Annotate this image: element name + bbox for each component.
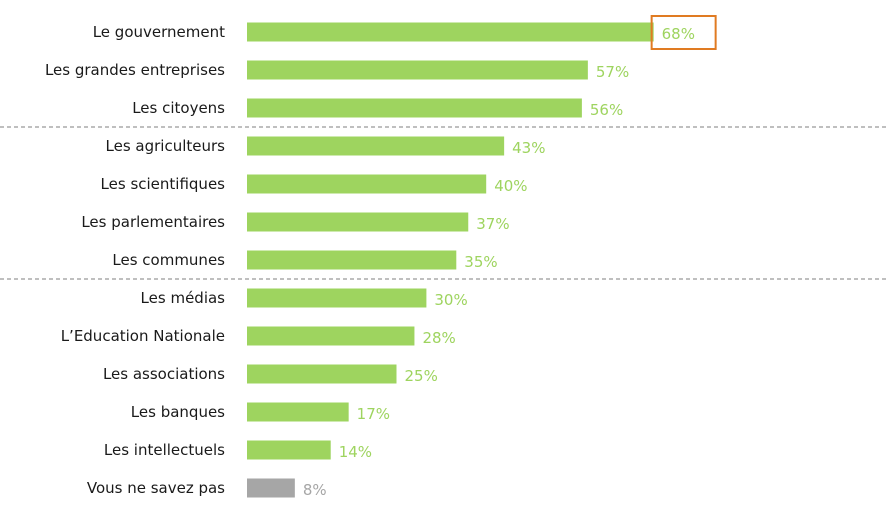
value-label-les-agriculteurs: 43% [512,139,545,157]
bar-l-education-nationale [247,326,415,346]
category-label-l-education-nationale: L’Education Nationale [61,327,225,345]
bar-le-gouvernement [247,22,654,42]
value-label-les-banques: 17% [357,405,390,423]
value-label-vous-ne-savez-pas: 8% [303,481,327,499]
value-label-les-medias: 30% [434,291,467,309]
bar-les-intellectuels [247,440,331,460]
value-labels: 68% 57% 56% 43% 40% 37% 35% 30% 28% 25% 17% 14% 8% [303,15,717,499]
bar-les-communes [247,250,457,270]
category-label-les-medias: Les médias [141,289,226,307]
bar-les-parlementaires [247,212,469,232]
bar-les-associations [247,364,397,384]
bars [247,22,654,498]
value-label-les-associations: 25% [405,367,438,385]
value-label-les-intellectuels: 14% [339,443,372,461]
category-label-le-gouvernement: Le gouvernement [93,23,225,41]
bar-les-citoyens [247,98,582,118]
category-label-les-agriculteurs: Les agriculteurs [106,137,226,155]
category-label-les-intellectuels: Les intellectuels [104,441,225,459]
highlight-box [650,15,717,50]
bar-les-grandes-entreprises [247,60,588,80]
category-label-les-parlementaires: Les parlementaires [81,213,225,231]
category-label-les-associations: Les associations [103,365,225,383]
category-label-les-grandes-entreprises: Les grandes entreprises [45,61,225,79]
value-label-l-education-nationale: 28% [422,329,455,347]
value-label-les-grandes-entreprises: 57% [596,63,629,81]
value-label-les-communes: 35% [464,253,497,271]
value-label-les-parlementaires: 37% [476,215,509,233]
category-label-les-citoyens: Les citoyens [132,99,225,117]
bar-les-medias [247,288,427,308]
bar-les-scientifiques [247,174,487,194]
value-label-le-gouvernement: 68% [662,25,695,43]
group-separators [0,126,887,280]
category-label-les-scientifiques: Les scientifiques [101,175,226,193]
category-labels: Le gouvernement Les grandes entreprises Le… [45,23,225,497]
value-label-les-citoyens: 56% [590,101,623,119]
category-label-les-banques: Les banques [131,403,225,421]
bar-les-banques [247,402,349,422]
category-label-vous-ne-savez-pas: Vous ne savez pas [87,479,225,497]
bar-vous-ne-savez-pas [247,478,295,498]
category-label-les-communes: Les communes [112,251,225,269]
value-label-les-scientifiques: 40% [494,177,527,195]
bar-les-agriculteurs [247,136,505,156]
